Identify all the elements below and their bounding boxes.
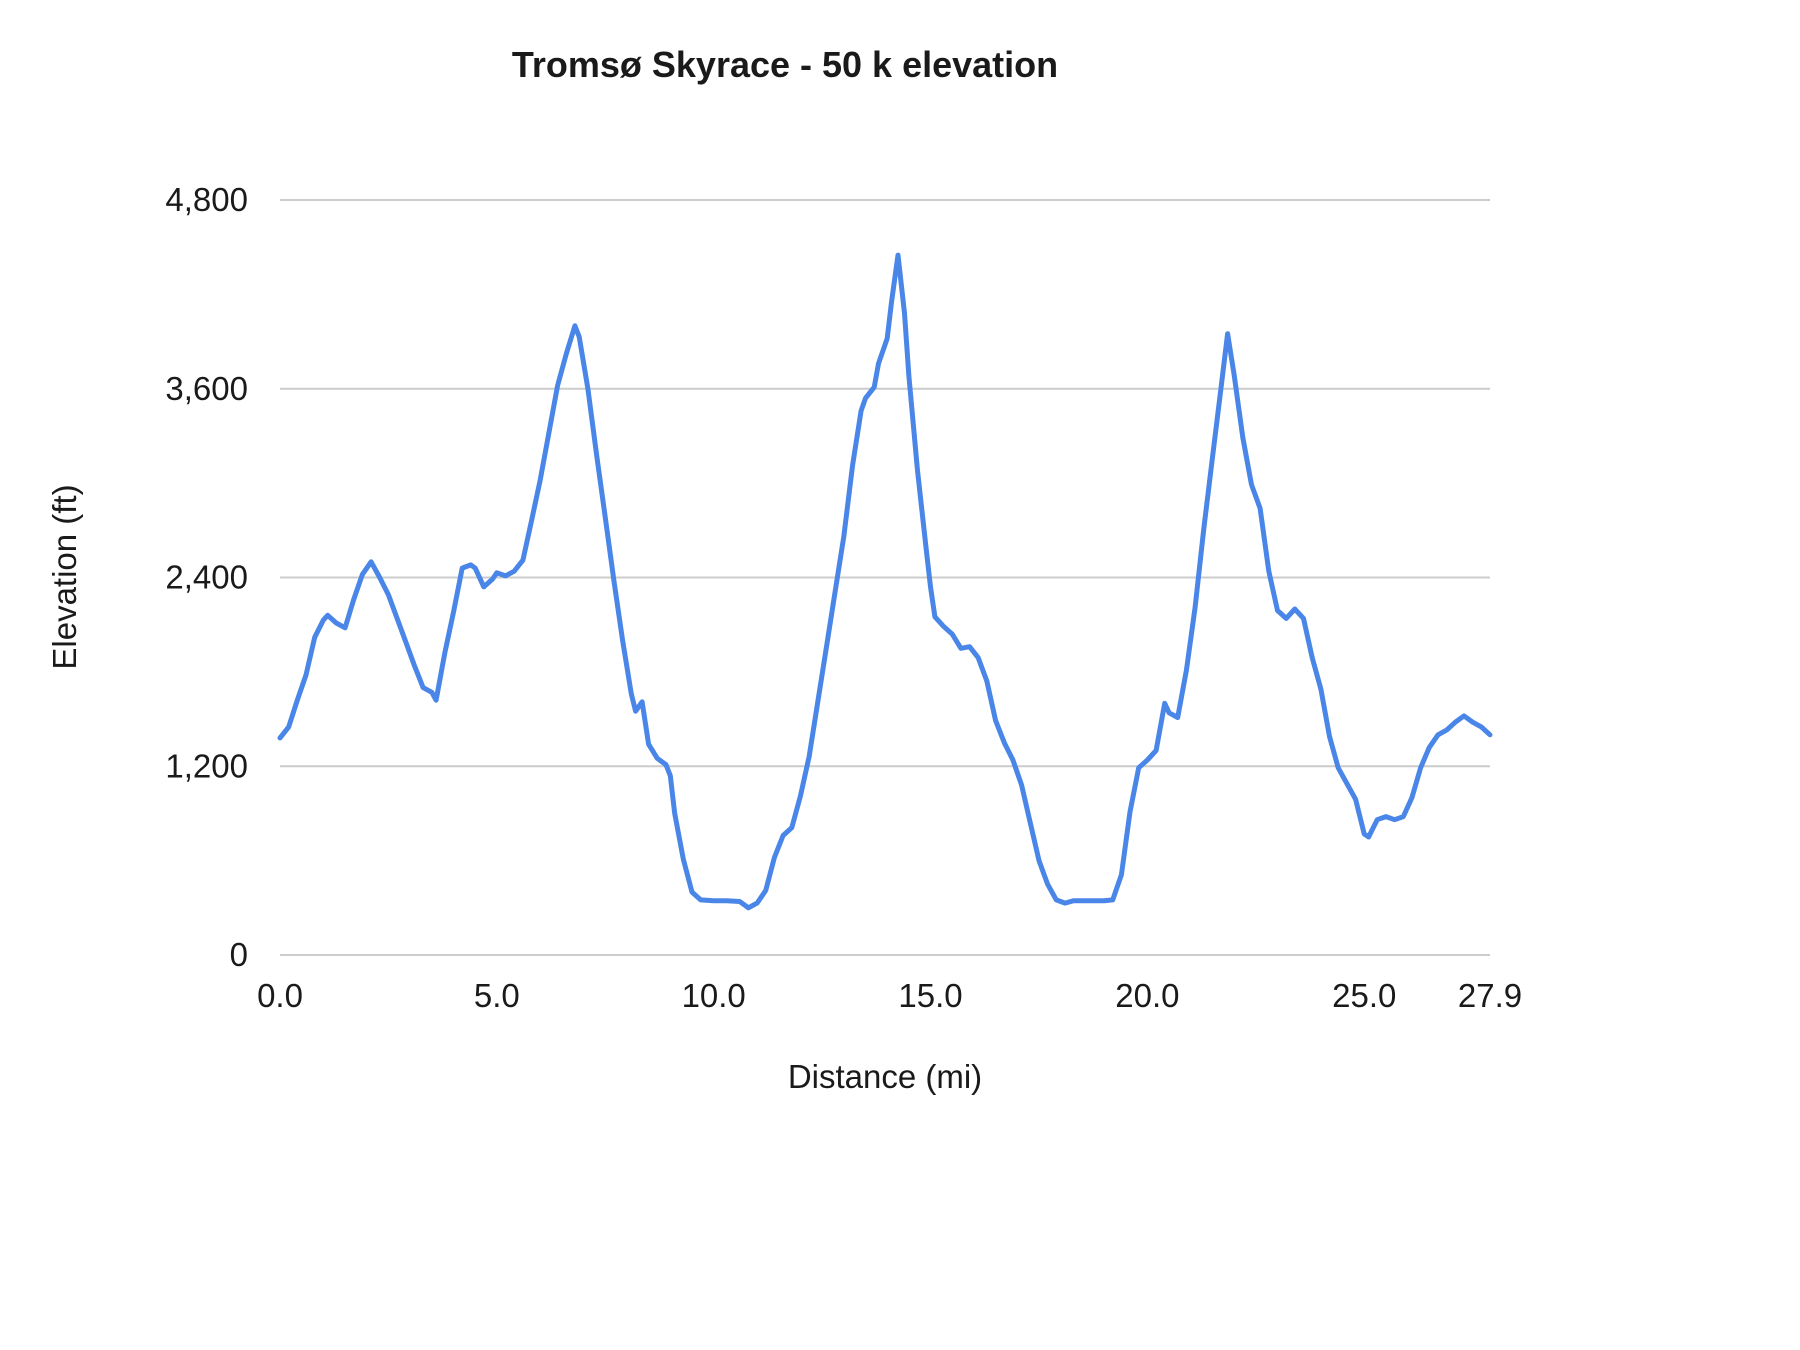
x-tick-label: 15.0	[898, 977, 962, 1014]
y-tick-label: 2,400	[165, 559, 248, 596]
elevation-line	[277, 252, 1493, 911]
y-tick-label: 3,600	[165, 370, 248, 407]
x-tick-label: 0.0	[257, 977, 303, 1014]
y-tick-label: 0	[230, 936, 248, 973]
y-tick-label: 4,800	[165, 181, 248, 218]
x-tick-label: 10.0	[682, 977, 746, 1014]
x-tick-label: 20.0	[1115, 977, 1179, 1014]
x-axis-label: Distance (mi)	[787, 1058, 983, 1095]
x-tick-label: 25.0	[1332, 977, 1396, 1014]
x-tick-label: 27.9	[1458, 977, 1522, 1014]
x-tick-label: 5.0	[474, 977, 520, 1014]
chart-title: Tromsø Skyrace - 50 k elevation	[511, 44, 1059, 85]
y-tick-label: 1,200	[165, 747, 248, 784]
